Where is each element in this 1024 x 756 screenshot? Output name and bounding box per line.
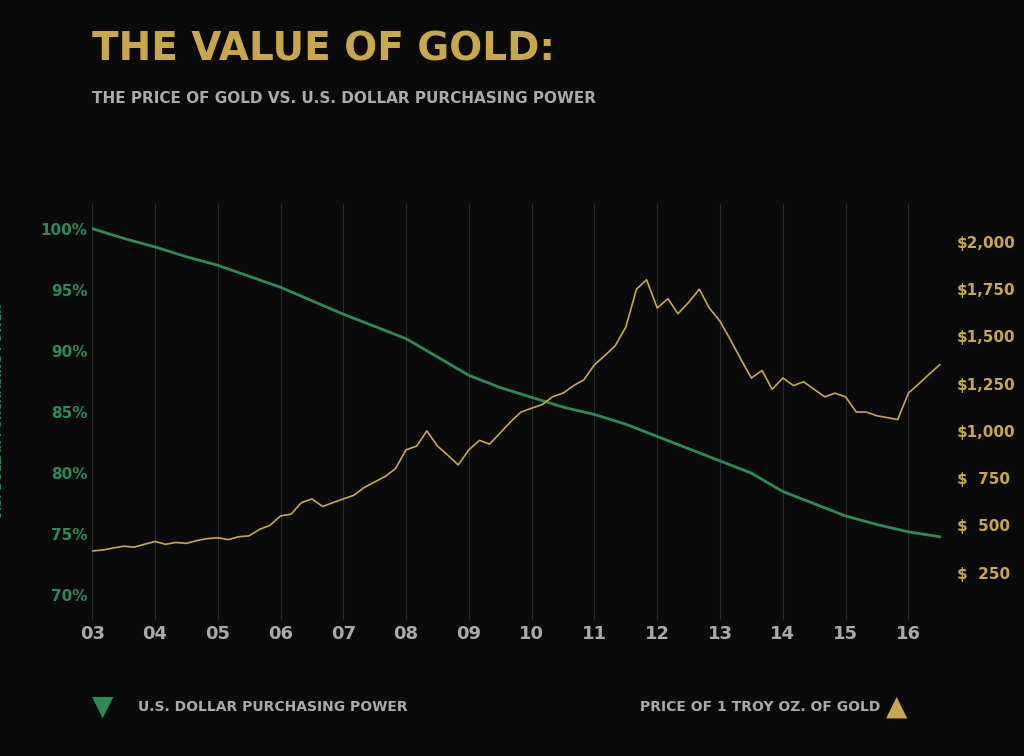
Text: THE PRICE OF GOLD VS. U.S. DOLLAR PURCHASING POWER: THE PRICE OF GOLD VS. U.S. DOLLAR PURCHA…: [92, 91, 596, 106]
Text: THE VALUE OF GOLD:: THE VALUE OF GOLD:: [92, 30, 555, 68]
Text: PRICE OF 1 TROY OZ. OF GOLD: PRICE OF 1 TROY OZ. OF GOLD: [640, 700, 881, 714]
Text: ▼: ▼: [92, 692, 114, 721]
Text: ▲: ▲: [886, 692, 907, 721]
Text: U.S. DOLLAR PURCHASING POWER: U.S. DOLLAR PURCHASING POWER: [138, 700, 408, 714]
Y-axis label: U.S. DOLLAR PURCHASING POWER: U.S. DOLLAR PURCHASING POWER: [0, 305, 4, 519]
